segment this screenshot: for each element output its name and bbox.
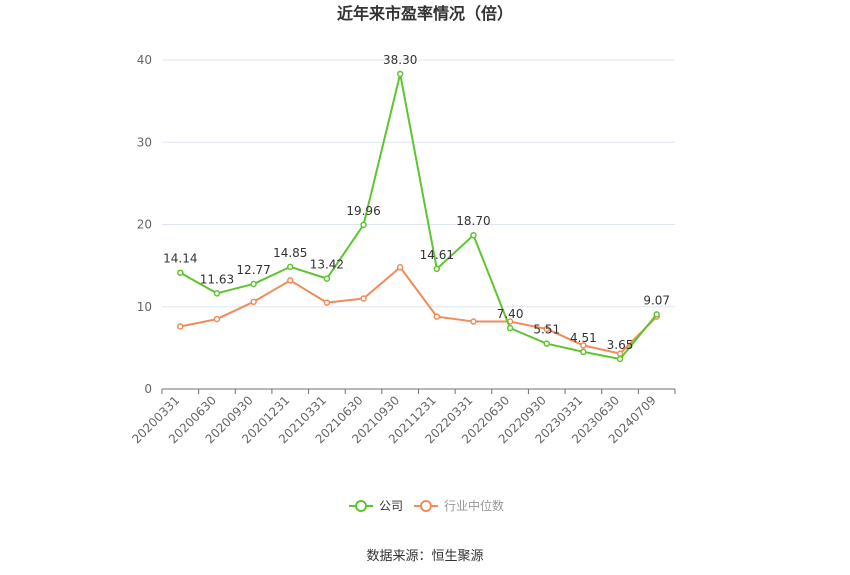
data-point [213, 290, 221, 297]
data-label: 19.96 [346, 204, 380, 218]
data-point [177, 323, 184, 330]
data-point [287, 277, 294, 284]
y-tick-label: 0 [144, 382, 152, 396]
data-point [470, 231, 477, 239]
data-label: 14.85 [273, 246, 307, 260]
data-point [360, 295, 367, 302]
data-label: 18.70 [456, 214, 490, 228]
series-line [180, 266, 658, 355]
data-label: 11.63 [200, 272, 234, 286]
data-point [580, 348, 587, 356]
series-company [177, 70, 660, 363]
y-axis: 0 10 20 30 40 [137, 53, 152, 396]
data-point [396, 264, 404, 271]
data-point [580, 342, 587, 349]
data-label: 3.65 [607, 338, 634, 352]
data-point [543, 340, 550, 347]
data-point [250, 298, 257, 306]
legend-label: 公司 [379, 499, 403, 513]
data-label: 5.51 [533, 323, 560, 337]
data-point [396, 70, 404, 78]
legend-item-industry-median[interactable]: 行业中位数 [414, 498, 504, 513]
data-point [250, 280, 257, 288]
data-point [287, 263, 294, 271]
data-point [616, 355, 624, 363]
y-tick-label: 30 [137, 135, 152, 149]
data-label: 14.14 [163, 252, 197, 266]
data-label: 13.42 [310, 258, 344, 272]
data-label: 38.30 [383, 53, 417, 67]
data-label: 9.07 [643, 293, 670, 307]
data-point [360, 221, 367, 229]
chart-title: 近年来市盈率情况（倍） [337, 4, 513, 23]
series-line [179, 72, 658, 360]
series-layer [177, 70, 660, 363]
data-point [213, 315, 221, 323]
source-note: 数据来源：恒生聚源 [366, 549, 483, 564]
series-industry-median [177, 264, 660, 357]
legend-marker [355, 500, 367, 512]
data-point [506, 324, 514, 332]
legend-item-company[interactable]: 公司 [349, 499, 403, 513]
data-point [433, 313, 441, 320]
legend-marker [420, 500, 432, 512]
data-label: 12.77 [236, 263, 270, 277]
data-point [470, 318, 477, 325]
data-label: 14.61 [420, 248, 454, 262]
x-axis: 2020033120200630202009302020123120210331… [129, 388, 676, 446]
y-tick-label: 40 [137, 53, 152, 67]
legend-label: 行业中位数 [444, 498, 504, 513]
gridlines [162, 59, 675, 308]
y-tick-label: 20 [137, 218, 152, 232]
data-point [323, 299, 331, 306]
y-tick-label: 10 [137, 300, 152, 314]
data-point [323, 275, 331, 282]
data-point [177, 269, 184, 276]
data-label: 7.40 [497, 307, 524, 321]
data-point [433, 265, 441, 273]
data-label: 4.51 [570, 331, 597, 345]
data-point [543, 325, 550, 333]
data-point [653, 311, 660, 318]
legend[interactable]: 公司 行业中位数 [349, 498, 504, 513]
